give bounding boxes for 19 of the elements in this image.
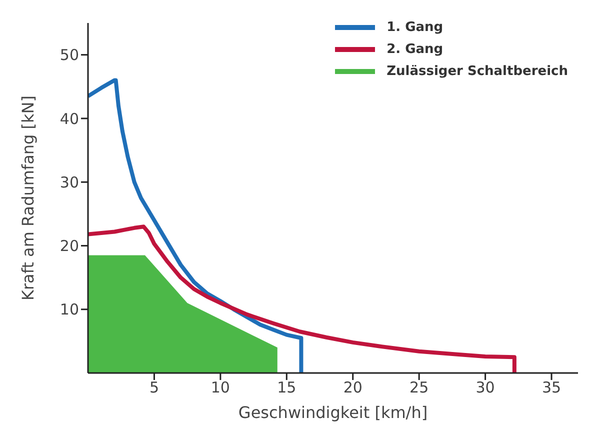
line-series xyxy=(88,78,304,373)
legend-label: 2. Gang xyxy=(386,42,444,56)
x-axis-title: Geschwindigkeit [km/h] xyxy=(238,403,428,422)
y-axis-title: Kraft am Radumfang [kN] xyxy=(18,95,38,301)
legend-label: 1. Gang xyxy=(386,20,444,34)
y-tick-label: 50 xyxy=(60,46,79,64)
x-tick-label: 10 xyxy=(210,378,230,397)
x-tick-label: 30 xyxy=(476,378,495,397)
x-tick-label: 5 xyxy=(149,378,159,397)
y-tick-label: 30 xyxy=(60,173,79,192)
x-tick-label: 25 xyxy=(410,378,429,397)
x-tick-label: 15 xyxy=(277,378,296,397)
legend-label: Zulässiger Schaltbereich xyxy=(386,64,568,78)
x-tick-label: 20 xyxy=(343,378,362,397)
y-tick-label: 10 xyxy=(60,300,79,319)
y-tick-label: 20 xyxy=(60,237,79,256)
x-tick-label: 35 xyxy=(542,378,562,397)
line-series xyxy=(88,224,516,373)
y-tick-label: 40 xyxy=(60,110,79,128)
